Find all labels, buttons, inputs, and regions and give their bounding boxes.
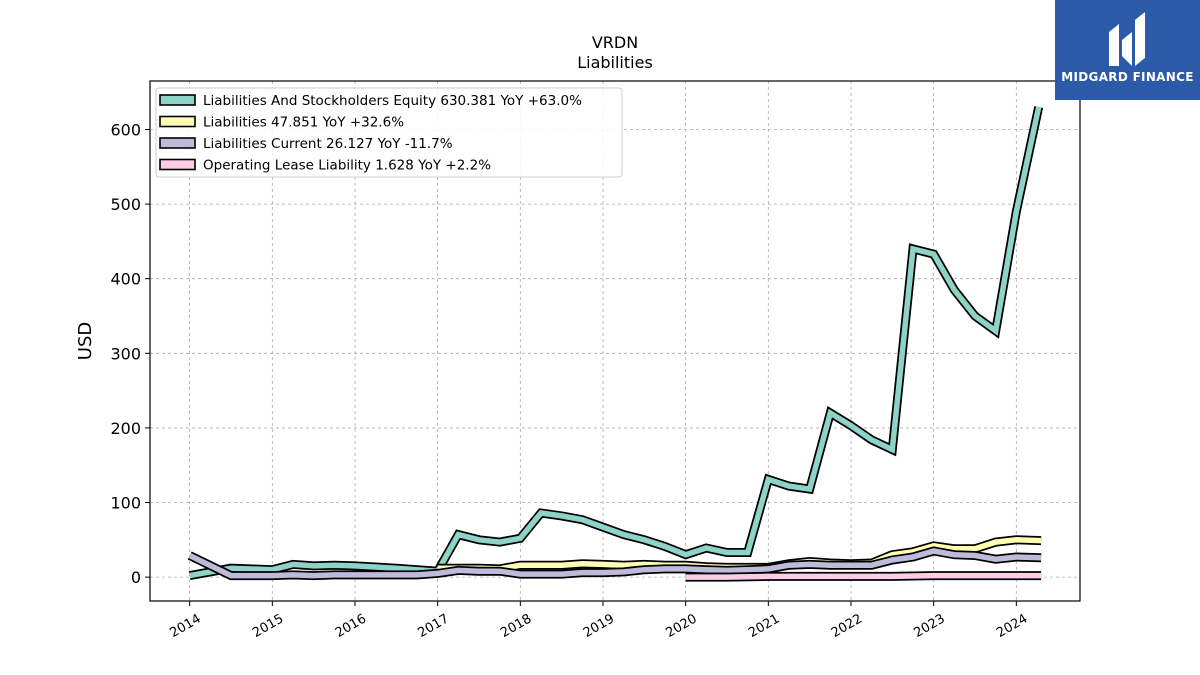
y-tick-label: 600: [110, 120, 141, 139]
x-tick-label: 2018: [498, 611, 534, 641]
x-tick-label: 2023: [912, 611, 948, 641]
y-tick-label: 400: [110, 270, 141, 289]
y-tick-label: 500: [110, 195, 141, 214]
legend-swatch-0: [159, 94, 196, 106]
legend-box: [155, 87, 623, 178]
y-tick-label: 100: [110, 494, 141, 513]
logo-text: MIDGARD FINANCE: [1061, 70, 1194, 84]
y-tick-label: 200: [110, 419, 141, 438]
chart-title: VRDN: [592, 33, 638, 52]
x-tick-label: 2014: [168, 611, 204, 641]
x-tick-label: 2021: [746, 611, 782, 641]
grid: [150, 81, 1080, 601]
legend-entry-0: Liabilities And Stockholders Equity 630.…: [203, 93, 582, 109]
x-tick-label: 2022: [829, 611, 865, 641]
plot-frame: [149, 80, 1081, 602]
series-line-2: [188, 548, 1042, 579]
chart-subtitle: Liabilities: [577, 53, 653, 72]
x-tick-label: 2017: [416, 611, 452, 641]
series-line-0: [189, 106, 1042, 579]
legend-swatch-1: [159, 115, 196, 128]
x-tick-label: 2024: [994, 611, 1030, 641]
x-tick-label: 2019: [581, 611, 617, 641]
legend-swatch-2: [159, 137, 196, 149]
series-lines: [187, 106, 1044, 582]
y-axis-label: USD: [75, 322, 96, 360]
legend-swatch-3: [159, 158, 196, 171]
x-tick-label: 2020: [664, 611, 700, 641]
midgard-finance-logo: MIDGARD FINANCE: [1055, 0, 1200, 100]
legend-entry-2: Liabilities Current 26.127 YoY -11.7%: [203, 136, 453, 152]
x-tick-label: 2015: [250, 611, 286, 641]
y-tick-label: 300: [110, 344, 141, 363]
legend-entry-1: Liabilities 47.851 YoY +32.6%: [203, 115, 404, 131]
legend-entry-3: Operating Lease Liability 1.628 YoY +2.2…: [203, 158, 491, 174]
legend: Liabilities And Stockholders Equity 630.…: [155, 87, 623, 178]
y-tick-label: 0: [131, 568, 141, 587]
midgard-logo-icon: [1109, 12, 1145, 66]
x-tick-label: 2016: [333, 611, 369, 641]
series-line-3: [685, 572, 1042, 580]
